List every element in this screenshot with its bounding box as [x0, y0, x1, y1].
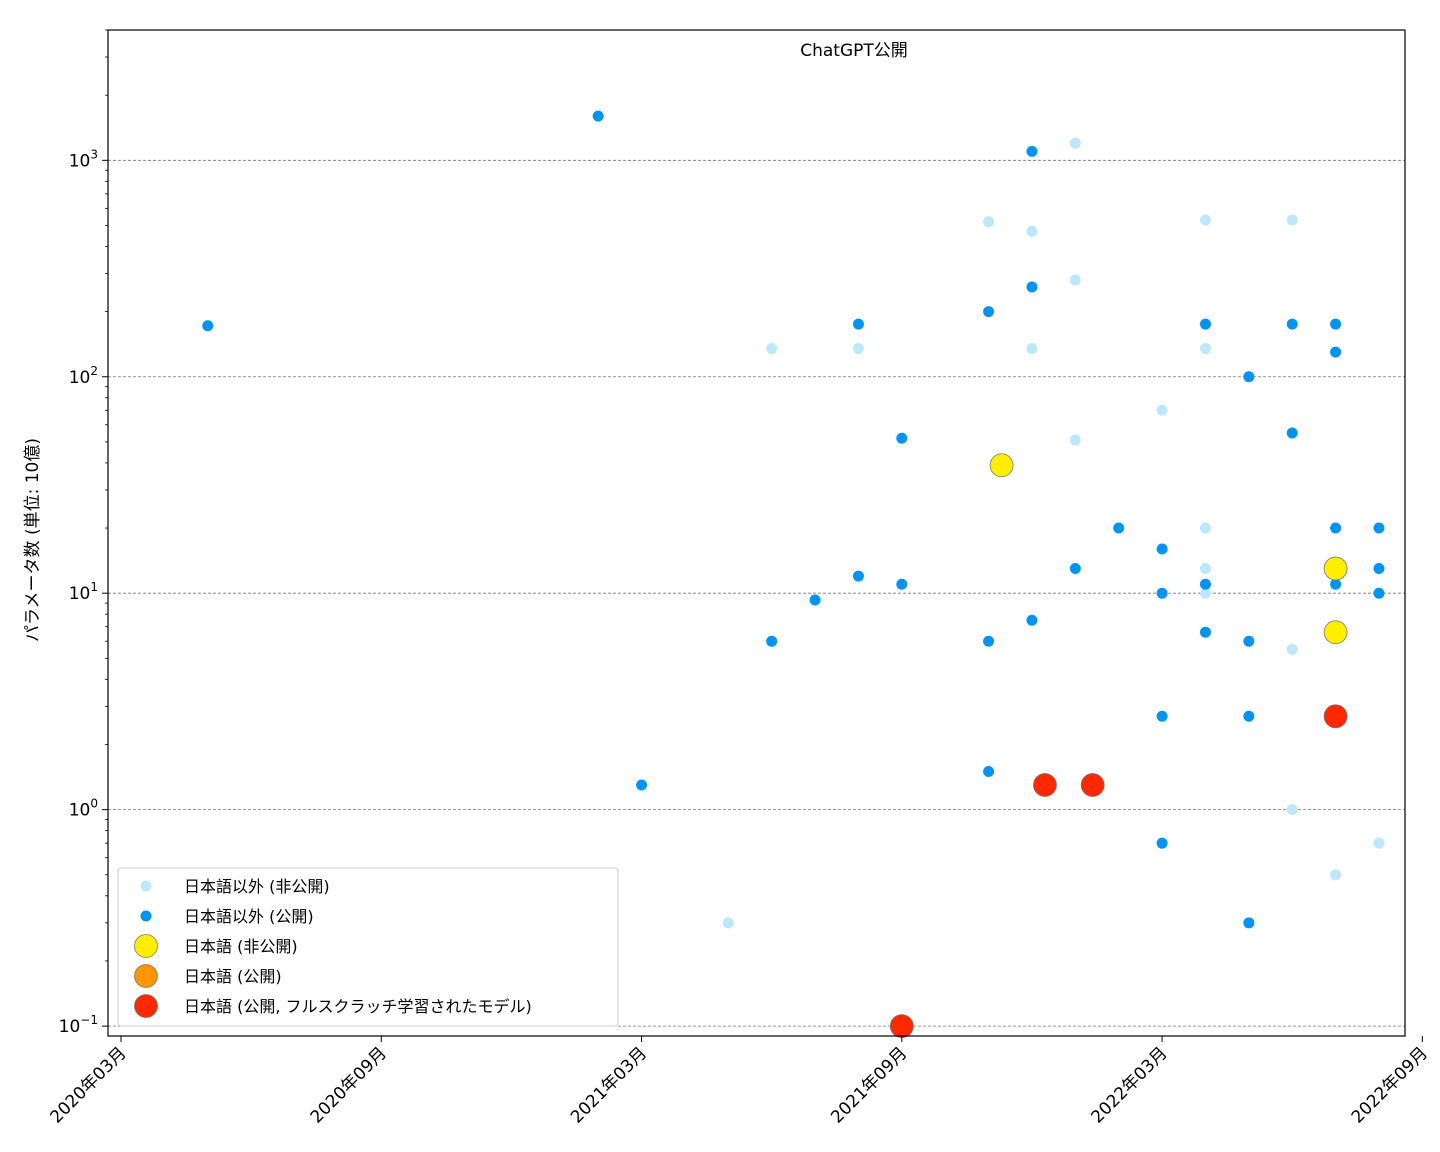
data-point-large	[989, 453, 1014, 478]
data-points	[202, 110, 1385, 1038]
data-point-large	[1323, 620, 1348, 645]
data-point	[983, 306, 995, 318]
data-point	[722, 917, 734, 929]
data-point	[852, 343, 864, 355]
y-tick-label: 101	[69, 580, 98, 604]
data-point	[1199, 626, 1211, 638]
data-point	[1199, 214, 1211, 226]
data-point	[1069, 137, 1081, 149]
y-axis-label: パラメータ数 (単位: 10億)	[23, 438, 43, 642]
data-point	[1330, 522, 1342, 534]
legend-label: 日本語以外 (非公開)	[184, 877, 330, 896]
data-point	[1199, 587, 1211, 599]
y-tick-label: 10−1	[59, 1013, 98, 1037]
data-point	[1286, 427, 1298, 439]
y-tick-label: 103	[69, 147, 98, 171]
data-point	[1243, 371, 1255, 383]
data-point	[1026, 343, 1038, 355]
data-point	[1026, 281, 1038, 293]
legend-frame	[117, 867, 619, 1027]
data-point-large	[1033, 773, 1057, 797]
data-point	[896, 578, 908, 590]
y-tick-label: 102	[69, 364, 98, 388]
data-point	[1199, 578, 1211, 590]
data-point-large	[1323, 556, 1348, 581]
data-point	[1069, 563, 1081, 575]
legend-label: 日本語 (非公開)	[184, 937, 298, 956]
data-point	[852, 318, 864, 330]
data-point-large	[1323, 704, 1348, 729]
y-tick-label: 100	[69, 797, 98, 821]
data-point-large	[889, 1014, 914, 1038]
data-point	[983, 216, 995, 228]
data-point	[1069, 274, 1081, 286]
data-point	[1156, 543, 1168, 555]
data-point	[1373, 837, 1385, 849]
data-point	[592, 110, 604, 122]
data-point	[1156, 587, 1168, 599]
series-2	[989, 453, 1348, 645]
data-point	[1026, 614, 1038, 626]
data-point	[1330, 346, 1342, 358]
data-point	[1156, 837, 1168, 849]
data-point	[983, 766, 995, 778]
data-point	[1373, 522, 1385, 534]
data-point	[1286, 318, 1298, 330]
data-point	[1373, 563, 1385, 575]
data-point	[202, 320, 214, 332]
chatgpt-annotation: ChatGPT公開	[800, 41, 908, 61]
data-point	[896, 432, 908, 444]
series-4	[889, 704, 1348, 1038]
data-point	[1243, 917, 1255, 929]
data-point	[1199, 563, 1211, 575]
legend-marker	[140, 880, 152, 892]
data-point	[1330, 578, 1342, 590]
data-point	[1199, 318, 1211, 330]
data-point	[1069, 434, 1081, 446]
series-1	[202, 110, 1385, 929]
data-point	[1156, 404, 1168, 416]
legend: 日本語以外 (非公開) 日本語以外 (公開) 日本語 (非公開) 日本語 (公開) 日本…	[117, 867, 619, 1027]
data-point	[1373, 587, 1385, 599]
legend-marker	[140, 910, 152, 922]
data-point	[766, 343, 778, 355]
legend-label: 日本語 (公開, フルスクラッチ学習されたモデル)	[184, 997, 532, 1016]
data-point-large	[1080, 773, 1105, 797]
data-point	[1156, 710, 1168, 722]
data-point	[809, 594, 821, 606]
legend-marker	[134, 964, 158, 988]
legend-marker	[134, 934, 158, 958]
data-point	[636, 779, 648, 791]
data-point	[1330, 318, 1342, 330]
data-point	[1286, 214, 1298, 226]
plot-frame	[107, 29, 1406, 1037]
data-point	[1026, 225, 1038, 237]
data-point	[1199, 343, 1211, 355]
data-point	[1286, 643, 1298, 655]
data-point	[766, 635, 778, 647]
data-point	[1243, 710, 1255, 722]
legend-label: 日本語以外 (公開)	[184, 907, 314, 926]
data-point	[1113, 522, 1125, 534]
data-point	[1026, 145, 1038, 157]
data-point	[1330, 869, 1342, 881]
y-axis: 10−1 100 101 102 103	[59, 29, 108, 1037]
data-point	[1286, 804, 1298, 816]
legend-label: 日本語 (公開)	[184, 967, 282, 986]
data-point	[983, 635, 995, 647]
data-point	[1243, 635, 1255, 647]
legend-marker	[134, 994, 158, 1018]
data-point	[1199, 522, 1211, 534]
data-point	[852, 570, 864, 582]
